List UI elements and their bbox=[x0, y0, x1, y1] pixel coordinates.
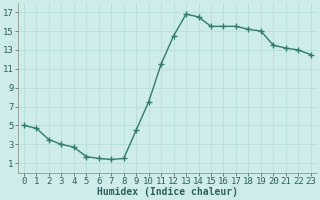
X-axis label: Humidex (Indice chaleur): Humidex (Indice chaleur) bbox=[97, 187, 238, 197]
